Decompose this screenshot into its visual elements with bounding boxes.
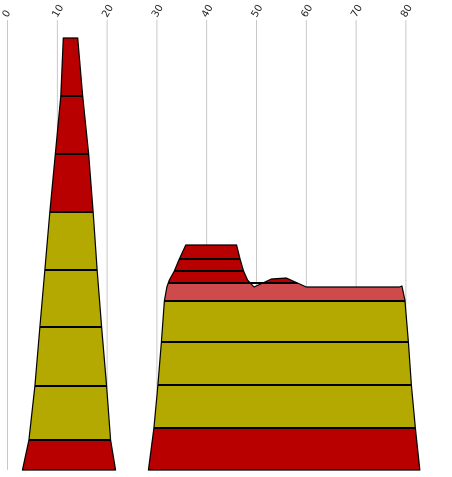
x-tick-label: 0	[1, 8, 14, 19]
x-tick-label: 60	[299, 3, 315, 20]
band-red	[22, 96, 116, 154]
band-olive	[148, 385, 420, 428]
x-tick-label: 50	[250, 3, 266, 20]
right-plateau-outline	[147, 244, 421, 471]
x-tick-label: 20	[100, 3, 116, 20]
left-spire-outline	[21, 37, 117, 471]
x-tick-label: 80	[399, 3, 415, 20]
x-tick-label: 70	[349, 3, 365, 20]
band-olive	[148, 301, 420, 342]
band-olive	[148, 342, 420, 385]
shape-layer	[21, 37, 421, 471]
band-red	[148, 428, 420, 470]
x-tick-label: 10	[50, 3, 66, 20]
x-tick-label: 40	[200, 3, 216, 20]
tick-label-layer: 0 10 20 30 40 50 60 70 80	[1, 3, 415, 20]
band-red	[22, 154, 116, 212]
x-tick-label: 30	[150, 3, 166, 20]
band-red	[22, 38, 116, 96]
band-red	[22, 440, 116, 470]
band-olive	[22, 386, 116, 440]
